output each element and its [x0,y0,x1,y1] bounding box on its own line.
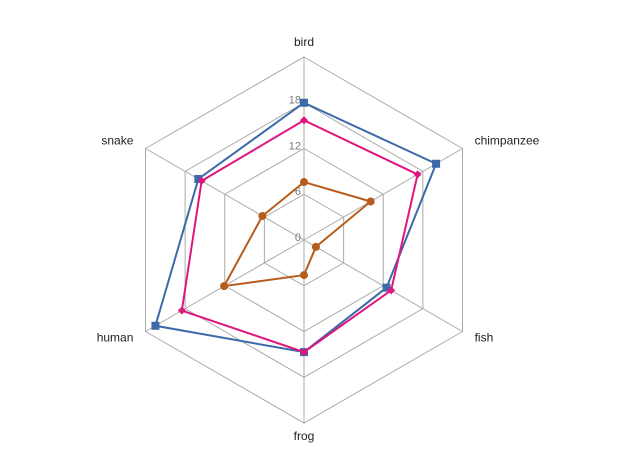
marker [197,176,206,185]
marker [151,321,160,330]
category-label: human [97,331,134,345]
marker [258,211,267,220]
category-label: fish [475,331,494,345]
marker [413,170,422,179]
spoke [145,148,305,241]
marker [300,348,308,357]
marker [220,282,229,291]
category-label: frog [294,429,315,443]
marker [432,159,441,168]
marker [300,271,308,280]
marker [382,283,391,292]
tick-label tick: 6 [295,186,301,198]
tick-label tick: 0 [295,232,301,244]
category-label: snake [101,134,133,148]
category-label: chimpanzee [475,134,540,148]
marker [177,306,186,315]
category-label: bird [294,35,314,49]
marker [366,197,375,206]
marker [311,242,320,251]
marker [387,286,396,295]
tick-label tick: 12 [289,140,301,152]
tick-label tick: 18 [289,95,301,107]
marker [300,98,308,107]
marker [300,116,308,125]
marker [194,175,203,183]
marker [300,178,308,187]
